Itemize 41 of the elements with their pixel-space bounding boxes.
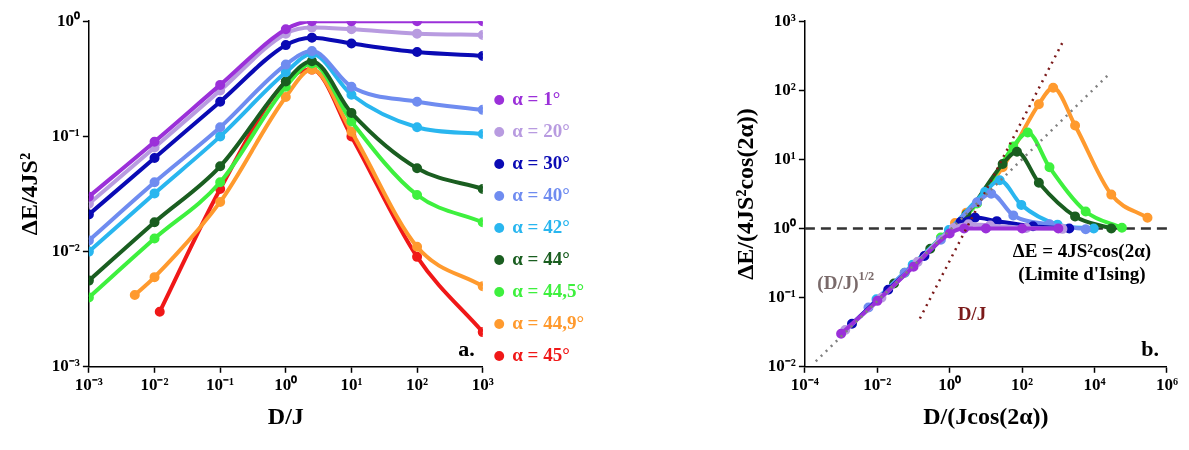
legend-label: α = 1°: [512, 87, 561, 109]
x-axis-title: D/(Jcos(2α)): [923, 402, 1049, 429]
legend-label: α = 42°: [512, 215, 570, 237]
y-tick-label: 10⁻³: [51, 356, 80, 376]
y-tick-label: 10⁻¹: [51, 125, 80, 145]
legend-label: α = 20°: [512, 119, 570, 141]
x-tick-label: 10²: [1011, 375, 1034, 395]
series-label: D/J: [957, 303, 987, 325]
x-tick-label: 10⁻³: [74, 375, 103, 395]
x-tick-label: 10¹: [340, 375, 363, 395]
legend-label: α = 40°: [512, 183, 570, 205]
x-tick-label: 10⁶: [1155, 375, 1179, 395]
x-axis-title: D/J: [267, 402, 304, 429]
legend-label: α = 30°: [512, 151, 570, 173]
y-axis-title: ΔE/(4JS²cos(2α)): [731, 108, 758, 280]
x-tick-label: 10²: [406, 375, 429, 395]
y-tick-label: 10³: [773, 10, 796, 30]
legend-label: α = 45°: [512, 343, 570, 365]
x-tick-label: 10⁻²: [863, 375, 892, 395]
annotation: b.: [1141, 336, 1159, 362]
y-axis-title: ΔE/4JS²: [15, 152, 42, 236]
y-tick-label: 10²: [773, 79, 796, 99]
x-tick-label: 10⁻⁴: [790, 375, 819, 395]
legend-label: α = 44,5°: [512, 279, 584, 301]
legend-label: α = 44,9°: [512, 311, 584, 333]
x-tick-label: 10⁰: [938, 375, 962, 395]
x-tick-label: 10⁻¹: [206, 375, 235, 395]
y-tick-label: 10⁰: [56, 10, 80, 30]
x-tick-label: 10³: [471, 375, 494, 395]
y-tick-label: 10¹: [773, 148, 796, 168]
y-tick-label: 10⁻²: [51, 240, 80, 260]
x-tick-label: 10⁻²: [140, 375, 169, 395]
annotation: (Limite d'Ising): [1018, 263, 1146, 286]
y-tick-label: 10⁻²: [767, 356, 796, 376]
x-tick-label: 10⁰: [274, 375, 298, 395]
y-tick-label: 10⁰: [772, 217, 796, 237]
annotation: ΔE = 4JS²cos(2α): [1012, 240, 1152, 263]
x-tick-label: 10⁴: [1083, 375, 1106, 395]
y-tick-label: 10⁻¹: [767, 287, 796, 307]
legend-label: α = 44°: [512, 247, 570, 269]
annotation: a.: [458, 336, 475, 362]
